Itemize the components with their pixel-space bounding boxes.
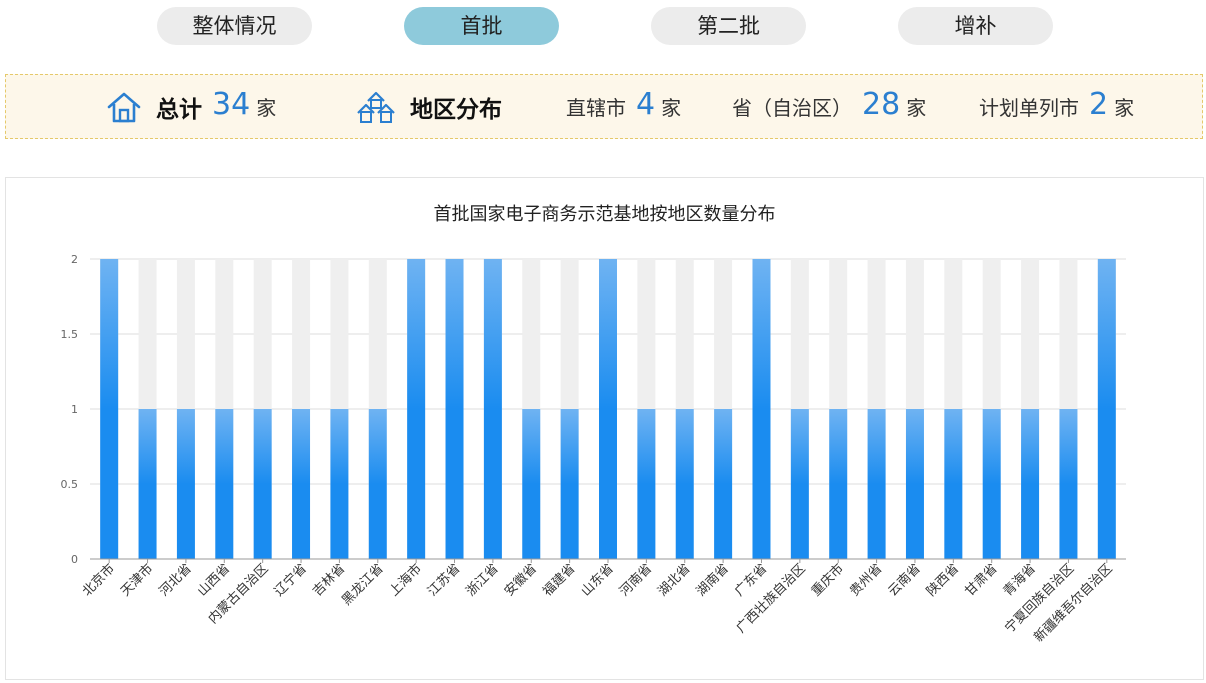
x-tick-label: 重庆市 [808,561,847,600]
y-tick-label: 1 [71,403,78,416]
bar [637,409,656,559]
bar [790,409,809,559]
tab-second-batch[interactable]: 第二批 [651,7,806,45]
bar [1059,409,1078,559]
bar [292,409,311,559]
chart-panel: 首批国家电子商务示范基地按地区数量分布 0 0.5 1 1.5 2 北京市 天津市 河北省 山西… [5,177,1204,680]
bar [829,409,848,559]
x-tick-label: 江苏省 [424,561,463,600]
bar [368,409,387,559]
x-tick-label: 云南省 [885,561,924,600]
tab-overall[interactable]: 整体情况 [157,7,312,45]
bar [522,409,541,559]
batch-tabs: 整体情况 首批 第二批 增补 [0,0,1206,60]
total-summary: 总计 34 家 [106,75,276,138]
province-value: 28 [862,87,901,122]
municipality-value: 4 [636,87,656,122]
bar [675,409,694,559]
bar [445,259,464,559]
summary-bar: 总计 34 家 地区分布 直辖市 4 家 省（自治区） 28 家 计划单列市 2… [5,74,1203,139]
bar [982,409,1001,559]
province-label: 省（自治区） [732,96,852,120]
municipality-unit: 家 [661,96,682,120]
x-tick-label: 福建省 [540,561,578,599]
x-tick-label: 上海市 [386,561,425,600]
bar [176,409,195,559]
x-tick-label: 湖南省 [693,561,732,600]
chart-title: 首批国家电子商务示范基地按地区数量分布 [433,204,776,225]
bar [1097,259,1116,559]
y-tick-label: 2 [71,253,78,266]
x-tick-label: 贵州省 [847,561,885,599]
planned-city-label: 计划单列市 [979,96,1079,120]
x-tick-label: 浙江省 [464,561,502,599]
bar [599,259,617,559]
region-summary: 地区分布 [356,75,502,138]
x-tick-label: 湖北省 [655,561,693,599]
province-unit: 家 [906,96,927,120]
x-tick-label: 广西壮族自治区 [733,561,809,637]
municipality-summary: 直辖市 4 家 [566,75,681,138]
y-tick-label: 0.5 [61,478,79,491]
x-tick-label: 河南省 [616,561,655,600]
x-tick-label: 安徽省 [502,561,540,599]
bar [100,259,119,559]
x-tick-label: 辽宁省 [271,561,310,600]
bar [867,409,886,559]
x-tick-label: 甘肃省 [962,561,1000,599]
region-label: 地区分布 [410,96,502,123]
bar [330,409,349,559]
province-summary: 省（自治区） 28 家 [732,75,926,138]
municipality-label: 直辖市 [566,96,626,120]
x-tick-label: 天津市 [117,561,156,600]
planned-city-unit: 家 [1114,96,1135,120]
x-tick-label: 宁夏回族自治区 [1002,561,1078,637]
planned-city-value: 2 [1089,87,1109,122]
bar [407,259,426,559]
bar [483,259,502,559]
y-tick-label: 1.5 [61,328,79,341]
bar [1021,409,1040,559]
x-tick-label: 山东省 [579,561,617,599]
houses-group-icon [357,91,395,123]
planned-city-summary: 计划单列市 2 家 [979,75,1134,138]
x-tick-label: 黑龙江省 [339,561,386,608]
bar [905,409,924,559]
bar [138,409,157,559]
total-unit: 家 [256,96,277,120]
bar [215,409,234,559]
tab-first-batch[interactable]: 首批 [404,7,559,45]
x-tick-label: 河北省 [157,561,195,599]
bar [944,409,963,559]
house-icon [107,92,141,122]
total-value: 34 [212,87,251,122]
x-tick-label: 陕西省 [924,561,962,599]
y-tick-label: 0 [71,553,78,566]
bar [752,259,771,559]
tab-supplement[interactable]: 增补 [898,7,1053,45]
total-label: 总计 [156,96,202,123]
bar [253,409,272,559]
bar [714,409,733,559]
x-tick-label: 北京市 [79,561,118,600]
bar [560,409,579,559]
